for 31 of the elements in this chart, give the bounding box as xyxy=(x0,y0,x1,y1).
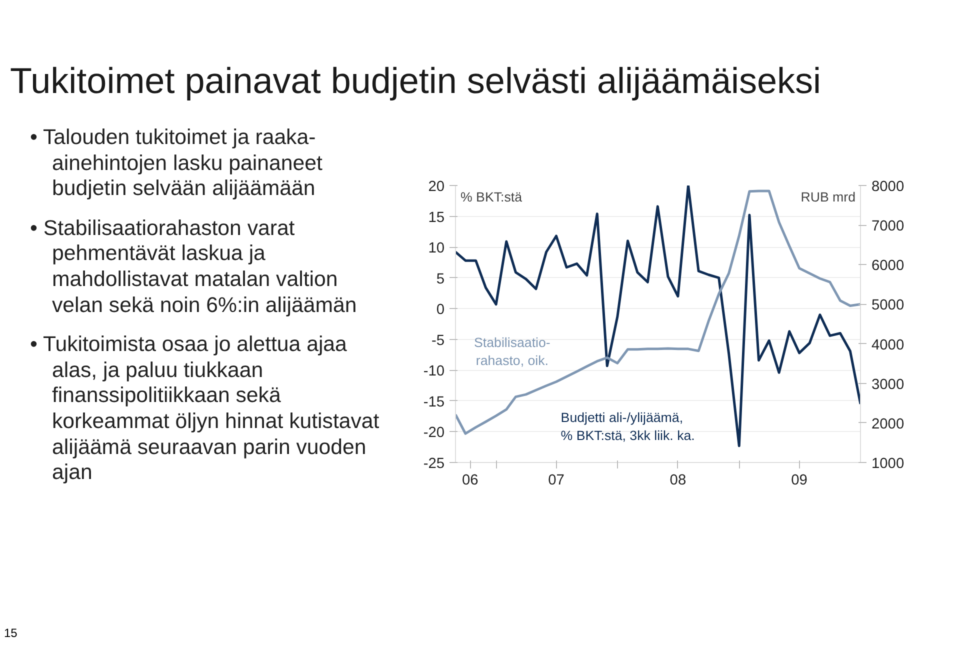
y2-tick-label: 8000 xyxy=(872,179,904,195)
y-tick-label: 15 xyxy=(428,210,445,226)
y2-tick-label: 1000 xyxy=(872,456,904,472)
x-tick-label: 07 xyxy=(548,472,564,488)
y-tick-label: -10 xyxy=(423,364,445,380)
x-tick-label: 08 xyxy=(670,472,686,488)
y2-tick-label: 4000 xyxy=(872,337,904,354)
y-tick-label: -20 xyxy=(423,425,445,442)
y-tick-label: 5 xyxy=(436,271,445,288)
series-label: Stabilisaatio- rahasto, oik. xyxy=(474,335,550,368)
y2-tick-label: 3000 xyxy=(872,376,904,393)
chart-title: Tukitoimet painavat budjetin selvästi alijäämäiseksi xyxy=(10,59,822,103)
text: • Tukitoimista osaa jo alettua ajaa alas, ja paluu tiukkaan finanssipolitiikkaan sekä korkeammat öljyn hinnat kutistavat alijäämä seuraavan parin vuoden ajan xyxy=(30,332,380,486)
y-tick-label: -15 xyxy=(423,394,445,410)
x-tick-label: 09 xyxy=(791,472,808,488)
text: Budjetti ali-/ylijäämä, % BKT:stä, 3kk liik. ka. xyxy=(560,410,695,443)
y2-tick-label: 7000 xyxy=(872,218,904,235)
y-tick-label: 10 xyxy=(428,240,445,257)
text: • Stabilisaatiorahaston varat pehmentävät laskua ja mahdollistavat matalan valtion velan sekä noin 6%:in alijäämän xyxy=(30,216,358,318)
y-tick-label: -25 xyxy=(423,456,445,472)
y2-tick-label: 2000 xyxy=(872,416,904,432)
y-tick-label: 20 xyxy=(428,179,445,195)
y2-axis-title: RUB mrd xyxy=(800,190,856,204)
x-tick-label: 06 xyxy=(462,472,478,488)
text: • Talouden tukitoimet ja raaka-ainehintojen lasku painaneet budjetin selvään alijäämään xyxy=(30,125,324,202)
y-tick-label: -5 xyxy=(431,332,445,349)
y-axis-title: % BKT:stä xyxy=(460,190,523,204)
y-tick-label: 0 xyxy=(436,302,445,318)
text: 15 xyxy=(4,625,18,642)
y2-tick-label: 6000 xyxy=(872,258,904,274)
y2-tick-label: 5000 xyxy=(872,298,904,314)
